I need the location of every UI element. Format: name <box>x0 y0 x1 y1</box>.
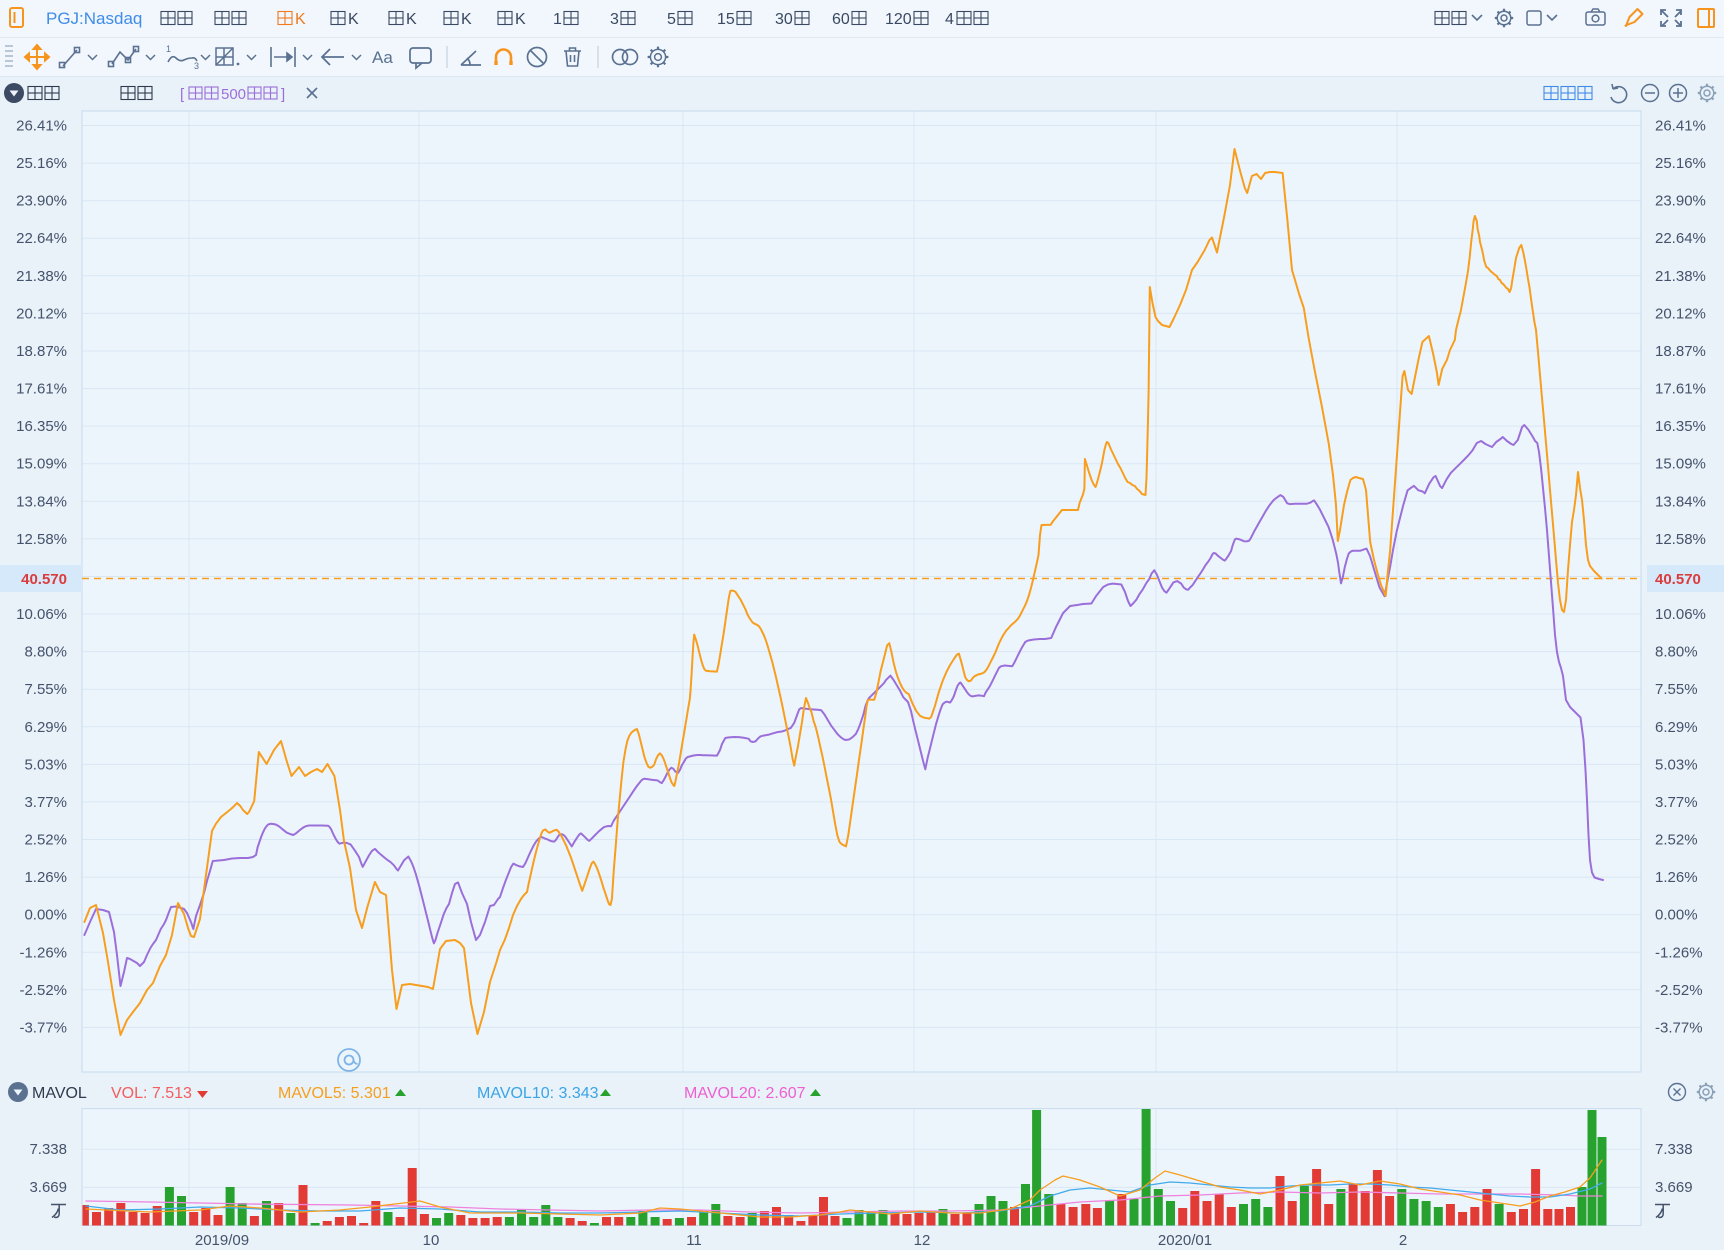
svg-text:15.09%: 15.09% <box>16 456 67 473</box>
svg-text:6.29%: 6.29% <box>1655 719 1698 736</box>
svg-text:22.64%: 22.64% <box>1655 230 1706 247</box>
svg-text:2020/01: 2020/01 <box>1158 1232 1212 1249</box>
svg-text:11: 11 <box>686 1232 702 1249</box>
svg-text:10.06%: 10.06% <box>16 606 67 623</box>
svg-text:3.669: 3.669 <box>1655 1179 1693 1196</box>
svg-text:13.84%: 13.84% <box>1655 493 1706 510</box>
svg-text:25.16%: 25.16% <box>1655 155 1706 172</box>
svg-text:40.570: 40.570 <box>1655 571 1701 588</box>
svg-text:7.338: 7.338 <box>29 1141 67 1158</box>
svg-text:10.06%: 10.06% <box>1655 606 1706 623</box>
svg-text:2019/09: 2019/09 <box>195 1232 249 1249</box>
svg-text:22.64%: 22.64% <box>16 230 67 247</box>
svg-text:K: K <box>406 11 417 28</box>
svg-text:12.58%: 12.58% <box>16 531 67 548</box>
svg-text:-3.77%: -3.77% <box>19 1019 67 1036</box>
svg-text:5: 5 <box>667 11 676 28</box>
svg-text:40.570: 40.570 <box>21 571 67 588</box>
svg-text:K: K <box>348 11 359 28</box>
svg-text:12: 12 <box>914 1232 931 1249</box>
svg-text:-2.52%: -2.52% <box>1655 982 1703 999</box>
svg-text:2.52%: 2.52% <box>24 832 67 849</box>
svg-text:18.87%: 18.87% <box>16 343 67 360</box>
svg-text:3.77%: 3.77% <box>1655 794 1698 811</box>
svg-text:MAVOL: MAVOL <box>32 1085 87 1102</box>
svg-text:12.58%: 12.58% <box>1655 531 1706 548</box>
svg-text:8.80%: 8.80% <box>1655 644 1698 661</box>
svg-text:15.09%: 15.09% <box>1655 456 1706 473</box>
svg-text:1.26%: 1.26% <box>24 869 67 886</box>
svg-text:K: K <box>295 11 306 28</box>
svg-text:16.35%: 16.35% <box>16 418 67 435</box>
svg-text:MAVOL5: 5.301: MAVOL5: 5.301 <box>278 1085 391 1102</box>
svg-text:20.12%: 20.12% <box>1655 305 1706 322</box>
svg-text:5.03%: 5.03% <box>24 756 67 773</box>
svg-text:MAVOL20: 2.607: MAVOL20: 2.607 <box>684 1085 806 1102</box>
svg-text:1: 1 <box>553 11 562 28</box>
svg-text:K: K <box>515 11 526 28</box>
svg-text:3.669: 3.669 <box>29 1179 67 1196</box>
svg-text:0.00%: 0.00% <box>24 907 67 924</box>
svg-text:4: 4 <box>945 11 954 28</box>
svg-text:21.38%: 21.38% <box>16 268 67 285</box>
svg-text:23.90%: 23.90% <box>1655 193 1706 210</box>
svg-text:26.41%: 26.41% <box>1655 118 1706 135</box>
svg-text:18.87%: 18.87% <box>1655 343 1706 360</box>
svg-text:Aa: Aa <box>372 48 393 67</box>
svg-text:20.12%: 20.12% <box>16 305 67 322</box>
svg-text:VOL: 7.513: VOL: 7.513 <box>111 1085 192 1102</box>
svg-text:MAVOL10: 3.343: MAVOL10: 3.343 <box>477 1085 599 1102</box>
svg-text:17.61%: 17.61% <box>1655 381 1706 398</box>
svg-text:0.00%: 0.00% <box>1655 907 1698 924</box>
svg-text:-2.52%: -2.52% <box>19 982 67 999</box>
svg-text:10: 10 <box>423 1232 440 1249</box>
svg-text:3: 3 <box>194 61 199 71</box>
svg-text:PGJ:Nasdaq: PGJ:Nasdaq <box>46 9 142 28</box>
svg-text:2: 2 <box>1399 1232 1407 1249</box>
svg-text:8.80%: 8.80% <box>24 644 67 661</box>
svg-text:5.03%: 5.03% <box>1655 756 1698 773</box>
svg-text:7.338: 7.338 <box>1655 1141 1693 1158</box>
svg-text:2.52%: 2.52% <box>1655 832 1698 849</box>
svg-text:25.16%: 25.16% <box>16 155 67 172</box>
svg-text:16.35%: 16.35% <box>1655 418 1706 435</box>
svg-text:1.26%: 1.26% <box>1655 869 1698 886</box>
svg-text:3.77%: 3.77% <box>24 794 67 811</box>
svg-text:1: 1 <box>166 44 171 54</box>
svg-text:-3.77%: -3.77% <box>1655 1019 1703 1036</box>
svg-text:3: 3 <box>610 11 619 28</box>
svg-text:21.38%: 21.38% <box>1655 268 1706 285</box>
svg-text:60: 60 <box>832 11 850 28</box>
svg-text:[: [ <box>180 86 185 103</box>
svg-text:K: K <box>461 11 472 28</box>
svg-text:-1.26%: -1.26% <box>19 944 67 961</box>
svg-text:500: 500 <box>221 86 246 103</box>
svg-text:15: 15 <box>717 11 735 28</box>
svg-text:7.55%: 7.55% <box>1655 681 1698 698</box>
svg-text:30: 30 <box>775 11 793 28</box>
svg-text:6.29%: 6.29% <box>24 719 67 736</box>
svg-text:]: ] <box>281 86 285 103</box>
svg-text:-1.26%: -1.26% <box>1655 944 1703 961</box>
svg-text:26.41%: 26.41% <box>16 118 67 135</box>
svg-text:7.55%: 7.55% <box>24 681 67 698</box>
svg-text:17.61%: 17.61% <box>16 381 67 398</box>
svg-text:23.90%: 23.90% <box>16 193 67 210</box>
svg-text:13.84%: 13.84% <box>16 493 67 510</box>
svg-text:120: 120 <box>885 11 912 28</box>
